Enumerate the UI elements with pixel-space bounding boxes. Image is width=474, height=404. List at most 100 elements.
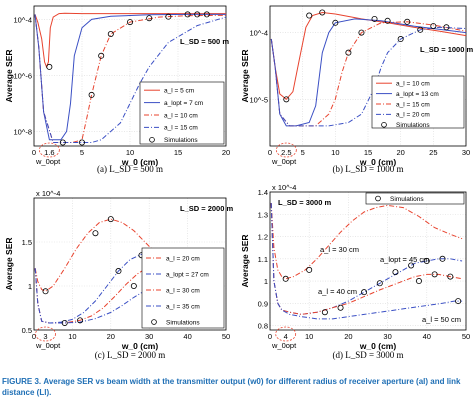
legend-entry: Simulations [396,122,430,129]
series-group [270,9,467,127]
legend-entry: a_l = 30 cm [166,287,200,294]
legend: Simulations [365,192,465,205]
series-line [34,14,227,143]
optimum-label: w_0opt [35,341,61,350]
x-axis-label: w_0 (cm) [359,157,397,167]
x-tick-label: 10 [126,148,134,157]
simulation-marker [321,309,328,316]
y-tick-label: 0.8 [258,322,268,331]
simulation-marker [46,63,53,70]
figure-caption-label: FIGURE 3. [2,377,42,386]
legend-box [371,75,465,129]
simulation-marker [107,216,114,223]
x-tick-label: 20 [396,148,404,157]
simulation-marker [115,268,122,275]
simulation-marker [319,9,326,16]
plot-frame [33,197,227,331]
legend-box [139,81,225,145]
y-tick-label: 1.5 [22,238,32,247]
optimum-marker [38,142,60,158]
series-group [270,203,463,320]
series-line [270,203,463,280]
y-axis-label: Average SER [240,234,250,287]
x-tick-label: 10 [305,332,313,341]
simulation-marker [184,11,191,18]
series-line [270,203,463,320]
legend-entry: a_l = 10 cm [396,81,430,88]
legend-marker [375,195,381,202]
legend-entry: a_lopt = 7 cm [164,100,203,107]
x-tick-label: 50 [222,332,230,341]
x-tick-label: 5 [80,148,84,157]
simulation-marker [430,23,437,30]
series-line [34,12,226,69]
simulation-marker [415,278,422,285]
simulation-marker [455,298,462,305]
simulation-marker [42,288,49,295]
series-annotation: a_l = 30 cm [320,245,359,254]
x-tick-label: 20 [344,332,352,341]
y-tick-label: 1 [28,282,32,291]
plot-frame [33,5,227,147]
y-tick-label: 1.1 [258,255,268,264]
x-tick-label: 0 [32,332,36,341]
legend-entry: a_l = 5 cm [164,88,194,95]
simulation-marker [358,29,365,36]
simulation-marker [423,257,430,264]
simulation-marker [345,49,352,56]
distance-note: L_SD = 500 m [180,37,229,46]
y-tick-label: 1.2 [258,233,268,242]
x-tick-label: 40 [423,332,431,341]
simulation-marker [447,273,454,280]
y-tick-label: 10^-6 [13,71,32,80]
simulation-marker [194,11,201,18]
legend: a_l = 20 cm a_lopt = 27 cm a_l = 30 cm a_l … [141,247,225,329]
simulation-marker [130,282,137,289]
x-tick-label: 0 [268,148,272,157]
legend-entry: Simulations [166,319,200,326]
x-tick-label: 50 [462,332,470,341]
y-tick-label: 1.4 [258,188,268,197]
x-axis-label: w_0 (cm) [121,341,159,351]
legend-marker [149,137,155,143]
optimum-value: 1.6 [44,148,54,157]
simulation-marker [283,96,290,103]
series-line [34,13,226,141]
simulation-marker [332,19,339,26]
legend-marker [381,122,387,128]
legend-entry: a_l = 15 cm [164,125,198,132]
x-tick-label: 15 [364,148,372,157]
simulation-marker [371,15,378,22]
series-line [34,218,223,292]
simulation-marker [404,18,411,25]
plot-frame [269,191,467,331]
optimum-marker [275,142,297,158]
x-tick-label: 10 [68,332,76,341]
y-tick-label: 0.9 [258,299,268,308]
series-annotation: a_lopt = 45 cm [380,255,429,264]
y-axis-label: Average SER [4,237,14,290]
distance-note: L_SD = 3000 m [278,198,331,207]
simulation-marker [417,26,424,33]
legend-box [141,247,225,329]
simulation-marker [376,280,383,287]
y-tick-label: 10^-4 [13,15,32,24]
y-exponent-label: x 10^-4 [272,183,296,192]
simulation-marker [165,13,172,20]
series-line [270,26,467,127]
subplot-caption: (a) L_SD = 500 m [97,164,163,174]
simulation-marker [107,30,114,37]
subplot-caption: (d) L_SD = 3000 m [332,350,403,360]
chart-panel-4: 0 10 20 30 40 50 0.8 0.9 1 1.1 1.2 1.3 1.4 Average SE… [240,183,470,360]
simulation-marker [79,139,86,146]
series-line [270,11,467,100]
simulation-marker [127,19,134,26]
x-tick-label: 30 [145,332,153,341]
x-tick-label: 20 [222,148,230,157]
figure-caption: FIGURE 3. Average SER vs beam width at t… [2,376,472,398]
simulation-marker [77,317,84,324]
x-tick-label: 15 [174,148,182,157]
